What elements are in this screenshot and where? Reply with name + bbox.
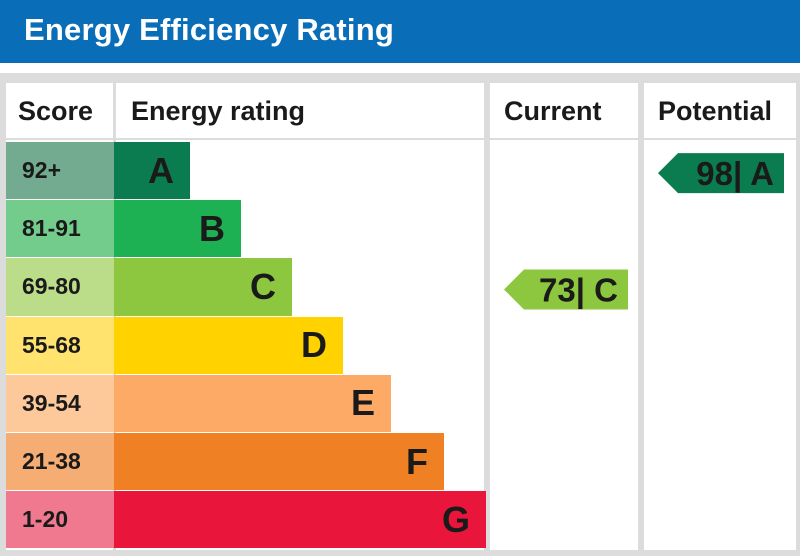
header-bar: Energy Efficiency Rating <box>0 0 800 63</box>
rating-bar-a: A <box>114 142 190 200</box>
potential-rating-marker-label: 98| A <box>696 155 774 192</box>
current-rating-marker: 73| C <box>504 269 628 310</box>
rating-bar-e: E <box>114 374 391 432</box>
page-title: Energy Efficiency Rating <box>24 12 395 47</box>
current-rating-marker-shape <box>504 269 628 310</box>
header-cell-energy-rating <box>116 83 484 138</box>
score-range-a: 92+ <box>6 142 114 200</box>
score-range-c: 69-80 <box>6 258 114 316</box>
rating-bar-f: F <box>114 433 444 491</box>
column-header-current: Current <box>504 96 602 126</box>
header-cell-potential <box>644 83 796 138</box>
potential-rating-marker: 98| A <box>658 153 784 194</box>
rating-bar-b: B <box>114 200 241 258</box>
column-header-energy-rating: Energy rating <box>131 96 306 126</box>
score-range-g: 1-20 <box>6 491 114 549</box>
potential-rating-marker-shape <box>658 153 784 194</box>
body-cell-current <box>490 140 638 550</box>
rating-bar-d: D <box>114 316 343 374</box>
header-cell-score <box>6 83 113 138</box>
rating-bar-g: G <box>114 491 486 549</box>
score-range-f: 21-38 <box>6 433 114 491</box>
score-range-b: 81-91 <box>6 200 114 258</box>
rating-arrows: 73| C 98| A <box>504 153 784 310</box>
current-rating-marker-label: 73| C <box>539 272 618 309</box>
rating-bar-c: C <box>114 258 292 316</box>
score-range-e: 39-54 <box>6 374 114 432</box>
score-range-d: 55-68 <box>6 316 114 374</box>
body-cell-potential <box>644 140 796 550</box>
column-header-potential: Potential <box>658 96 773 126</box>
header-cell-current <box>490 83 638 138</box>
column-header-score: Score <box>18 96 94 126</box>
rating-table: Score Energy rating Current Potential 92… <box>0 73 800 556</box>
